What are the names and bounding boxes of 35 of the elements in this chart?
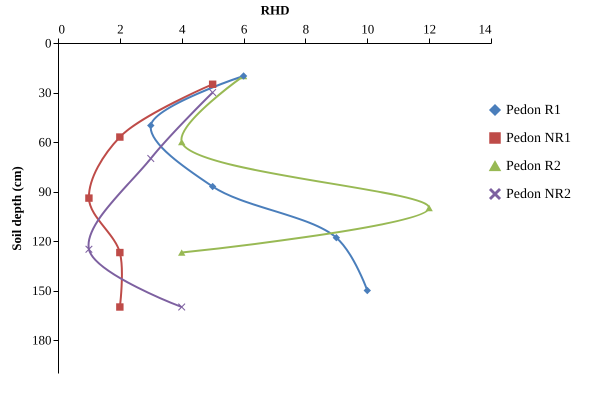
point <box>85 246 93 253</box>
legend-label: Pedon R1 <box>506 103 561 118</box>
y-tick-label: 180 <box>32 332 52 348</box>
point <box>147 154 154 162</box>
x-tick-label: 8 <box>302 22 310 36</box>
y-axis-title: Soil depth (cm) <box>9 166 24 251</box>
x-tick-label: 10 <box>361 22 374 36</box>
x-tick-label: 14 <box>478 22 492 36</box>
point <box>178 138 186 146</box>
point <box>116 248 124 256</box>
point <box>178 303 186 311</box>
point <box>85 194 93 202</box>
y-tick-label: 150 <box>32 283 52 298</box>
y-tick-label: 90 <box>38 184 52 199</box>
point <box>425 204 433 212</box>
x-axis-title: RHD <box>260 2 290 18</box>
x-tick-label: 12 <box>423 22 436 36</box>
point <box>208 88 216 96</box>
y-tick-label: 30 <box>38 85 52 100</box>
point <box>116 133 124 141</box>
point <box>116 303 124 311</box>
y-tick-label: 60 <box>38 134 52 150</box>
x-tick-label: 0 <box>58 22 65 36</box>
point <box>332 234 340 242</box>
legend-label: Pedon NR1 <box>506 131 571 146</box>
legend-label: Pedon R2 <box>506 159 561 174</box>
point <box>208 182 216 190</box>
point <box>178 249 186 256</box>
x-tick-label: 2 <box>117 22 124 36</box>
x-tick-label: 4 <box>178 22 186 36</box>
y-tick-label: 0 <box>45 36 52 50</box>
point <box>208 80 216 88</box>
legend-label: Pedon NR2 <box>506 187 571 202</box>
x-tick-label: 6 <box>240 22 248 36</box>
y-tick-label: 120 <box>32 234 52 248</box>
